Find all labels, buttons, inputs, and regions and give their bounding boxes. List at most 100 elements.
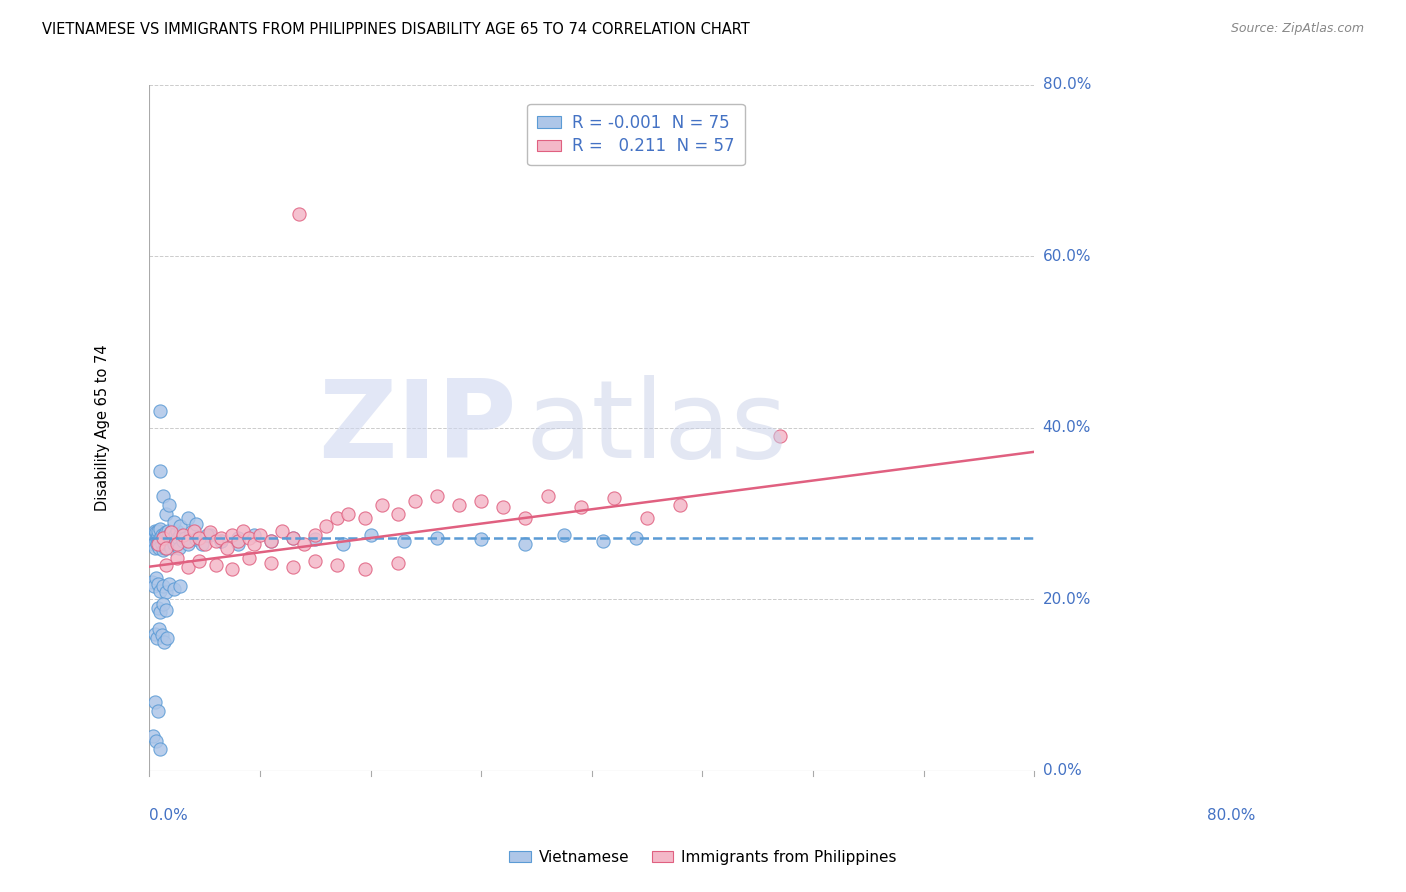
Point: [243, 536, 266, 550]
Point: [304, 533, 326, 547]
Point: [226, 536, 249, 550]
Point: [447, 498, 470, 512]
Point: [260, 533, 283, 548]
Point: [326, 558, 349, 572]
Point: [163, 515, 186, 529]
Point: [180, 525, 202, 540]
Point: [426, 490, 449, 504]
Point: [221, 528, 243, 542]
Point: [515, 511, 537, 525]
Text: 80.0%: 80.0%: [1208, 808, 1256, 823]
Point: [198, 525, 221, 540]
Point: [149, 464, 172, 478]
Point: [169, 519, 191, 533]
Point: [156, 533, 179, 548]
Point: [184, 516, 207, 531]
Point: [142, 730, 165, 744]
Point: [142, 579, 165, 593]
Point: [249, 528, 271, 542]
Point: [392, 533, 415, 548]
Point: [184, 533, 207, 547]
Point: [281, 531, 304, 545]
Point: [148, 524, 170, 538]
Point: [260, 556, 283, 570]
Point: [162, 531, 184, 545]
Point: [281, 559, 304, 574]
Point: [143, 695, 166, 709]
Point: [326, 511, 349, 525]
Point: [146, 536, 169, 550]
Point: [172, 528, 194, 542]
Point: [152, 597, 174, 611]
Point: [194, 536, 217, 550]
Point: [387, 556, 409, 570]
Point: [153, 541, 176, 555]
Point: [204, 533, 226, 548]
Point: [160, 525, 183, 540]
Point: [145, 733, 167, 747]
Point: [232, 524, 254, 538]
Point: [536, 490, 558, 504]
Point: [152, 579, 174, 593]
Point: [332, 536, 354, 550]
Point: [370, 498, 392, 512]
Text: 0.0%: 0.0%: [149, 808, 188, 823]
Point: [156, 631, 179, 645]
Point: [188, 531, 211, 545]
Point: [221, 562, 243, 576]
Point: [155, 536, 177, 550]
Point: [195, 528, 218, 542]
Point: [157, 498, 180, 512]
Point: [148, 577, 170, 591]
Point: [238, 531, 260, 545]
Point: [149, 522, 172, 536]
Point: [152, 490, 174, 504]
Legend: R = -0.001  N = 75, R =   0.211  N = 57: R = -0.001 N = 75, R = 0.211 N = 57: [527, 103, 745, 165]
Point: [470, 533, 492, 547]
Point: [155, 507, 177, 521]
Point: [159, 533, 181, 547]
Point: [155, 525, 177, 540]
Point: [271, 524, 294, 538]
Point: [188, 554, 211, 568]
Point: [149, 742, 172, 756]
Text: 40.0%: 40.0%: [1043, 420, 1091, 435]
Point: [142, 536, 165, 550]
Text: ZIP: ZIP: [318, 375, 516, 481]
Point: [155, 541, 177, 555]
Point: [177, 511, 200, 525]
Point: [146, 631, 169, 645]
Point: [152, 531, 174, 545]
Point: [156, 531, 179, 545]
Point: [292, 536, 315, 550]
Point: [172, 533, 194, 548]
Point: [243, 528, 266, 542]
Point: [169, 528, 191, 542]
Point: [470, 493, 492, 508]
Point: [148, 704, 170, 718]
Point: [177, 536, 200, 550]
Point: [177, 533, 200, 548]
Point: [169, 579, 191, 593]
Point: [260, 533, 283, 548]
Point: [183, 524, 205, 538]
Text: 0.0%: 0.0%: [1043, 764, 1081, 778]
Point: [148, 533, 170, 548]
Point: [553, 528, 575, 542]
Legend: Vietnamese, Immigrants from Philippines: Vietnamese, Immigrants from Philippines: [503, 844, 903, 871]
Point: [157, 536, 180, 550]
Point: [148, 600, 170, 615]
Point: [150, 528, 173, 542]
Point: [173, 531, 195, 545]
Point: [142, 528, 165, 542]
Point: [315, 519, 337, 533]
Point: [669, 498, 692, 512]
Point: [165, 533, 187, 548]
Point: [155, 558, 177, 572]
Point: [145, 571, 167, 585]
Point: [177, 559, 200, 574]
Point: [387, 507, 409, 521]
Point: [198, 528, 221, 542]
Text: Source: ZipAtlas.com: Source: ZipAtlas.com: [1230, 22, 1364, 36]
Point: [354, 562, 377, 576]
